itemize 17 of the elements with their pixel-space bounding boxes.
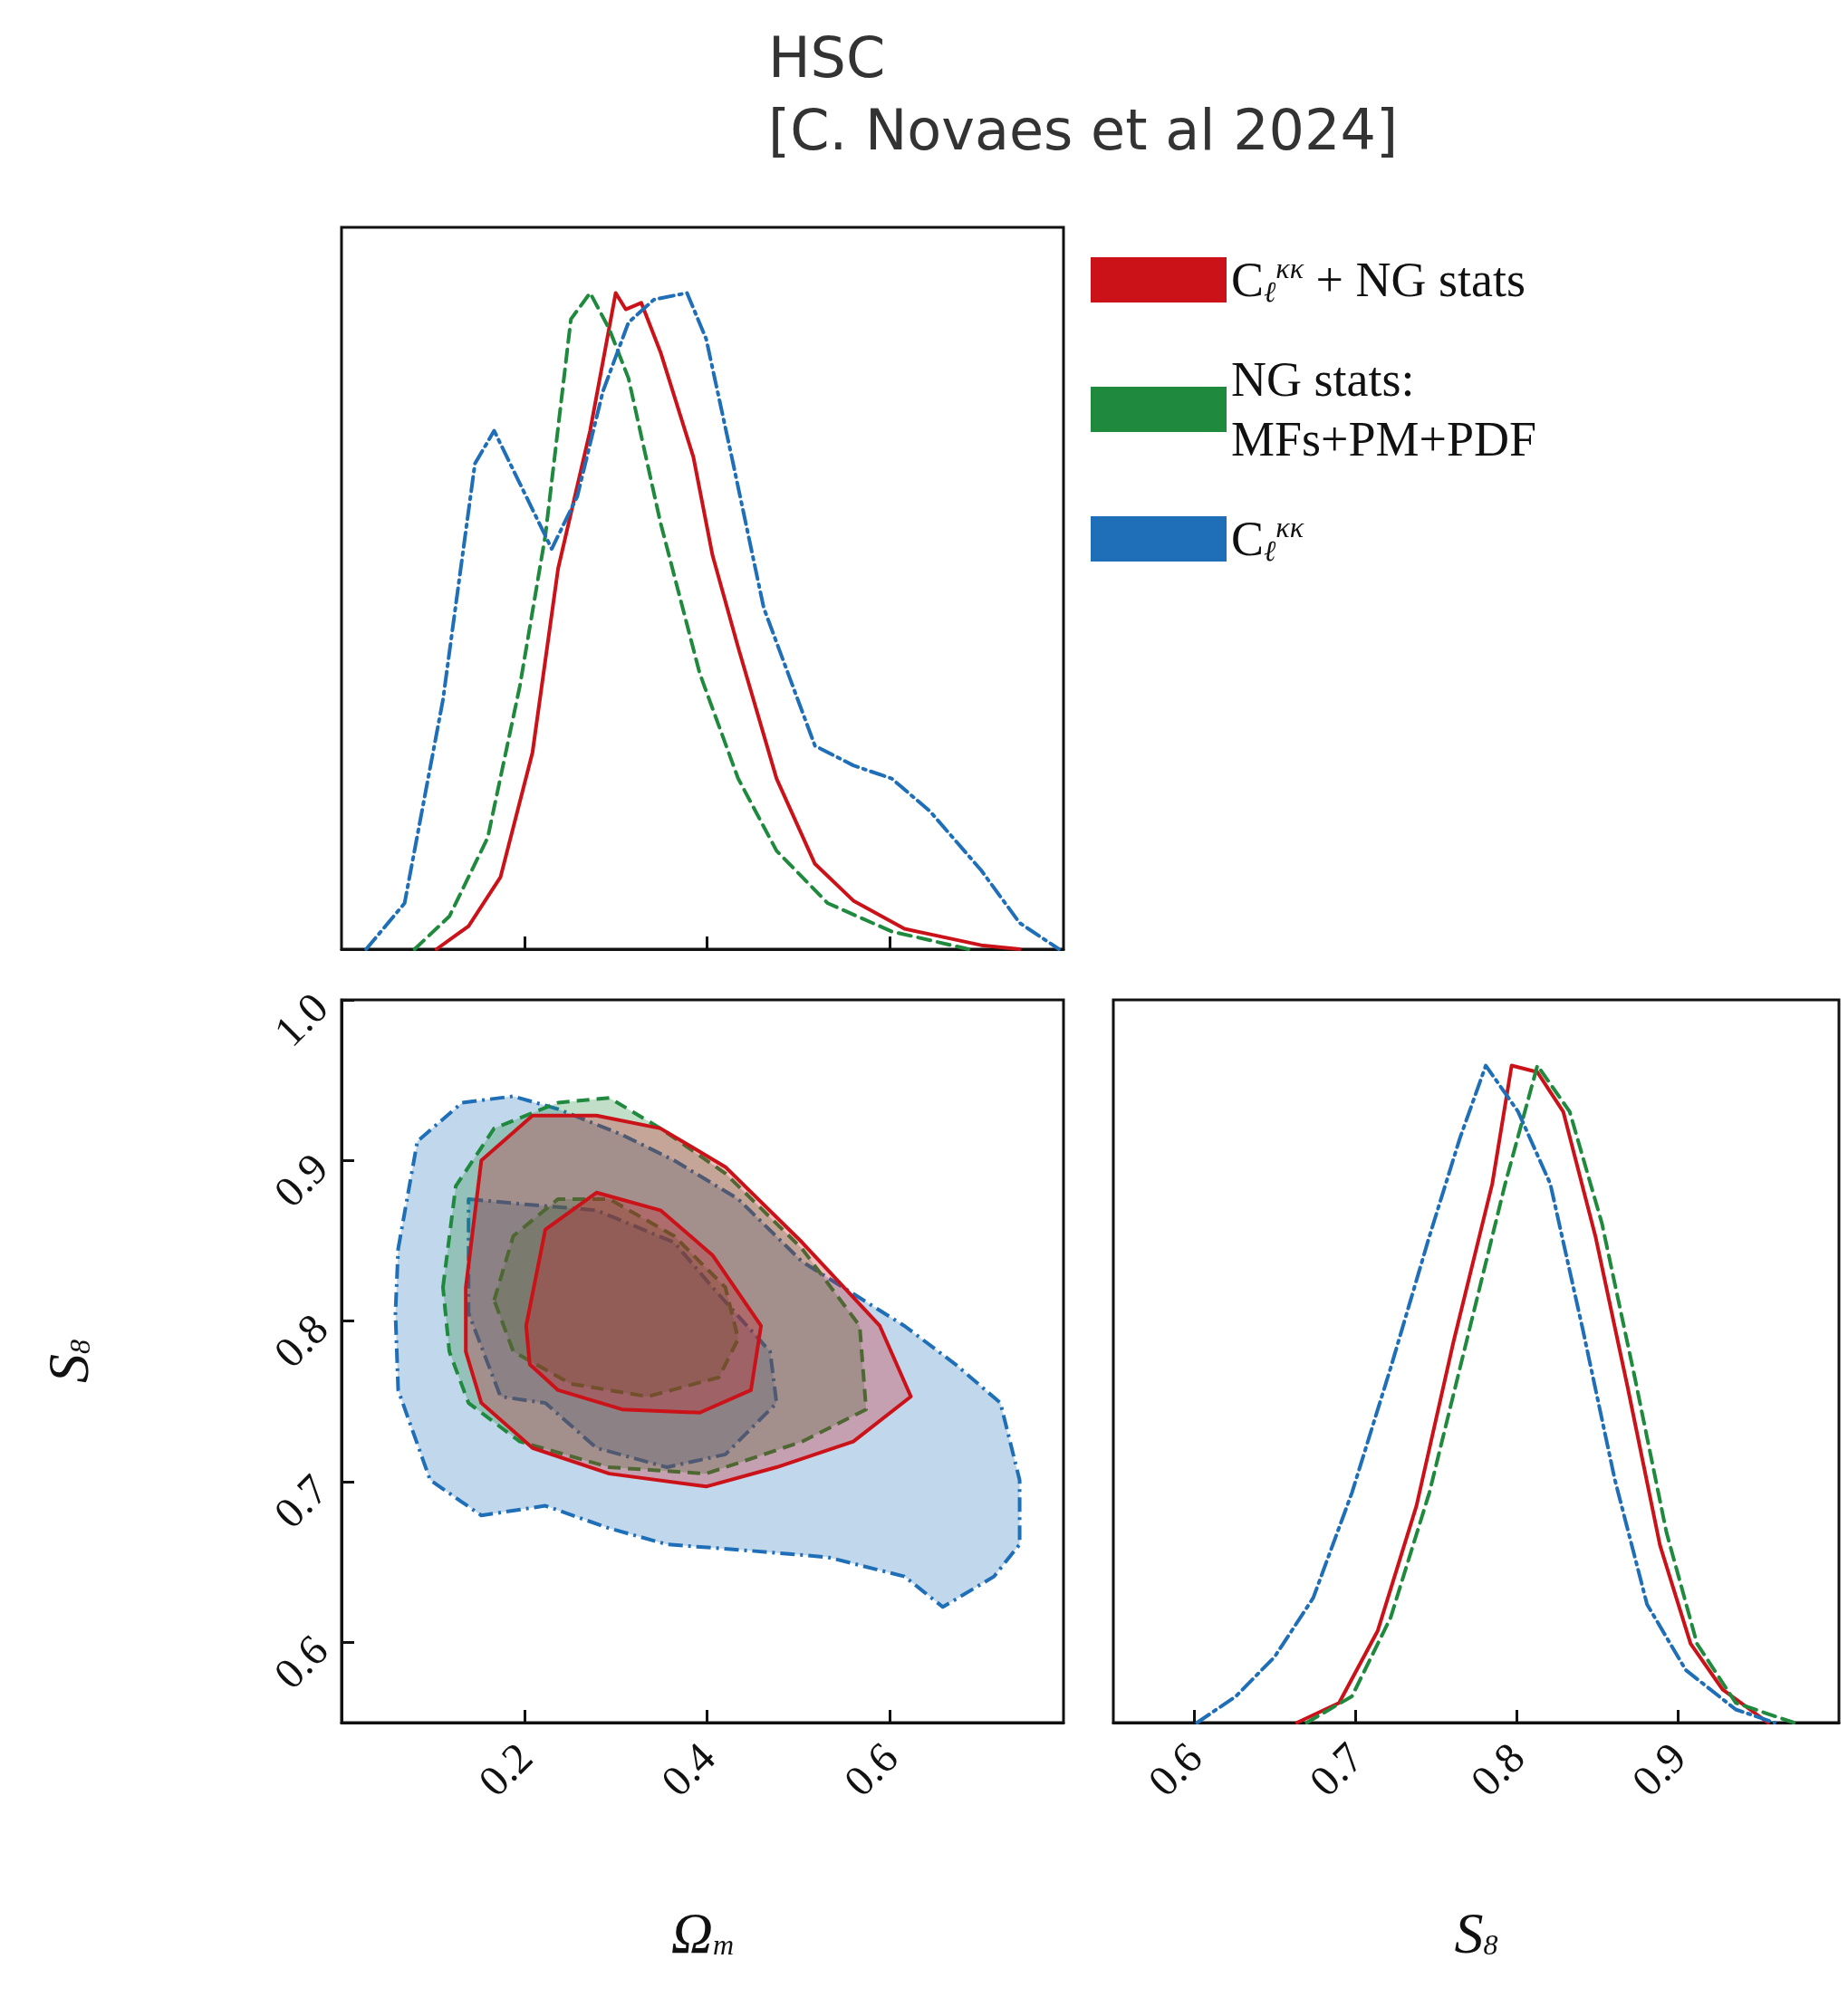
x-axis-title: Ωm [670, 1900, 735, 1965]
x-tick-label: 0.6 [834, 1733, 908, 1806]
x-tick-label: 0.8 [1460, 1733, 1534, 1806]
x-tick-label: 0.4 [651, 1733, 725, 1806]
x-tick-label: 0.2 [468, 1733, 542, 1806]
legend-label: NG stats: MFs+PM+PDF [1231, 352, 1537, 466]
y-tick-label: 1.0 [264, 983, 337, 1056]
x-tick-label: 0.6 [1138, 1733, 1211, 1806]
x-axis-title: S8 [1454, 1900, 1498, 1965]
y-tick-label: 0.8 [264, 1303, 337, 1377]
y-axis-title: S8 [35, 1340, 101, 1383]
chart-title: HSC [C. Novaes et al 2024] [768, 24, 1399, 163]
x-tick-label: 0.9 [1622, 1733, 1695, 1806]
x-tick-label: 0.7 [1299, 1733, 1372, 1806]
y-tick-label: 0.9 [264, 1143, 337, 1216]
y-tick-label: 0.7 [264, 1464, 337, 1538]
y-tick-label: 0.6 [264, 1625, 337, 1698]
